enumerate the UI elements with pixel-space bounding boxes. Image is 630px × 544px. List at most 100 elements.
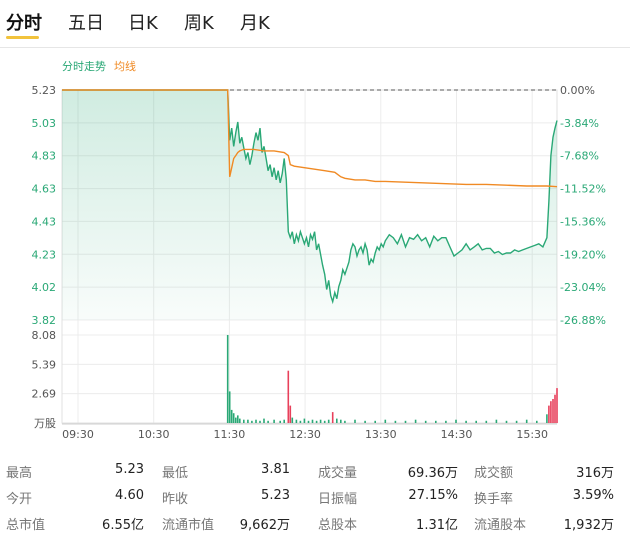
volume-bar (556, 388, 558, 423)
volume-bar (331, 412, 334, 423)
volume-bar (230, 409, 233, 423)
volume-tick: 8.08 (32, 329, 57, 342)
stat-value: 3.81 (261, 462, 290, 477)
volume-bar (505, 420, 508, 423)
x-tick: 10:30 (138, 428, 170, 441)
stat-value: 1,932万 (563, 518, 614, 533)
volume-bar (303, 418, 306, 423)
volume-bar (554, 394, 556, 423)
volume-bar (374, 420, 376, 423)
stats-row-2: 今开 4.60 昨收 5.23 日振幅 27.15% 换手率 3.59% (0, 488, 630, 508)
x-tick: 14:30 (441, 428, 473, 441)
intraday-chart[interactable]: 5.23 0.00% 5.03 -3.84% 4.83 -7.68% 4.63 -11.52%… (0, 0, 630, 450)
stat-label: 流通股本 (474, 518, 527, 533)
volume-tick: 2.69 (32, 388, 57, 401)
stat-value: 4.60 (115, 488, 144, 503)
stat-label: 最低 (162, 466, 189, 481)
stat-value: 1.31亿 (416, 518, 458, 533)
volume-bar (232, 413, 235, 423)
stat-value: 6.55亿 (102, 518, 144, 533)
x-tick: 11:30 (214, 428, 246, 441)
y-tick-right: -3.84% (560, 117, 599, 130)
tabs-divider (0, 47, 630, 48)
stat-value: 316万 (576, 466, 614, 481)
volume-bar (550, 401, 552, 423)
volume-bar (267, 420, 269, 423)
tab-weekly-k[interactable]: 周K (184, 13, 214, 34)
volume-bar (226, 335, 229, 423)
volume-bar (394, 420, 397, 423)
stat-label: 日振幅 (318, 492, 358, 507)
volume-bar (235, 417, 237, 423)
y-tick-right: -15.36% (560, 215, 606, 228)
stat-label: 换手率 (474, 492, 514, 507)
volume-bar (384, 419, 387, 423)
y-tick-left: 4.23 (32, 248, 57, 261)
legend-price: 分时走势 (62, 60, 106, 73)
y-tick-right: 0.00% (560, 84, 595, 97)
stat-value: 5.23 (261, 488, 290, 503)
volume-bar (323, 420, 326, 423)
tab-five-day[interactable]: 五日 (68, 13, 104, 34)
volume-bar (299, 420, 302, 423)
volume-bar (279, 420, 281, 423)
tab-monthly-k[interactable]: 月K (240, 13, 270, 34)
price-area (62, 90, 557, 320)
y-tick-left: 4.02 (32, 281, 57, 294)
volume-bar (295, 419, 298, 423)
y-tick-left: 4.43 (32, 215, 57, 228)
volume-bar (404, 420, 407, 423)
stat-label: 成交额 (474, 466, 514, 481)
y-tick-left: 5.23 (32, 84, 57, 97)
volume-bar (344, 420, 346, 423)
volume-bar (289, 405, 292, 423)
tab-daily-k[interactable]: 日K (128, 13, 158, 34)
volume-bar (354, 419, 356, 423)
y-tick-left: 5.03 (32, 117, 57, 130)
stat-label: 流通市值 (162, 518, 215, 533)
volume-bar (475, 420, 477, 423)
volume-bar (287, 370, 290, 423)
volume-bar (255, 419, 257, 423)
volume-bar (228, 391, 231, 423)
stat-label: 昨收 (162, 492, 189, 507)
y-tick-left: 4.63 (32, 183, 57, 196)
price-line (62, 89, 558, 305)
volume-bar (315, 420, 318, 423)
stat-label: 总市值 (6, 518, 46, 533)
volume-bar (273, 419, 275, 423)
stat-label: 今开 (6, 492, 33, 507)
volume-bar (340, 419, 342, 423)
period-tabs: 分时 五日 日K 周K 月K (0, 0, 630, 44)
x-tick: 15:30 (516, 428, 548, 441)
y-tick-right: -26.88% (560, 314, 606, 327)
volume-bar (239, 418, 241, 423)
volume-bar (307, 420, 310, 423)
legend-average: 均线 (114, 60, 136, 73)
volume-bar (424, 420, 427, 423)
tab-intraday[interactable]: 分时 (6, 13, 42, 34)
y-tick-right: -19.20% (560, 248, 606, 261)
volume-bar (465, 420, 467, 423)
stat-value: 9,662万 (239, 518, 290, 533)
volume-bar (243, 419, 245, 423)
volume-bar (237, 415, 239, 423)
stat-label: 总股本 (318, 518, 358, 533)
volume-bar (515, 420, 518, 423)
stat-value: 69.36万 (407, 466, 458, 481)
stat-label: 最高 (6, 466, 33, 481)
x-tick: 12:30 (289, 428, 321, 441)
volume-bar (283, 419, 285, 423)
volume-bar (414, 419, 417, 423)
volume-bar (455, 419, 457, 423)
stat-label: 成交量 (318, 466, 358, 481)
stat-value: 27.15% (408, 488, 458, 503)
stats-row-3: 总市值 6.55亿 流通市值 9,662万 总股本 1.31亿 流通股本 1,9… (0, 514, 630, 534)
volume-tick: 5.39 (32, 358, 57, 371)
stat-value: 5.23 (115, 462, 144, 477)
x-tick: 09:30 (62, 428, 94, 441)
volume-bar (251, 420, 253, 423)
x-tick: 13:30 (365, 428, 397, 441)
volume-tick: 万股 (34, 417, 56, 430)
volume-bar (364, 420, 366, 423)
